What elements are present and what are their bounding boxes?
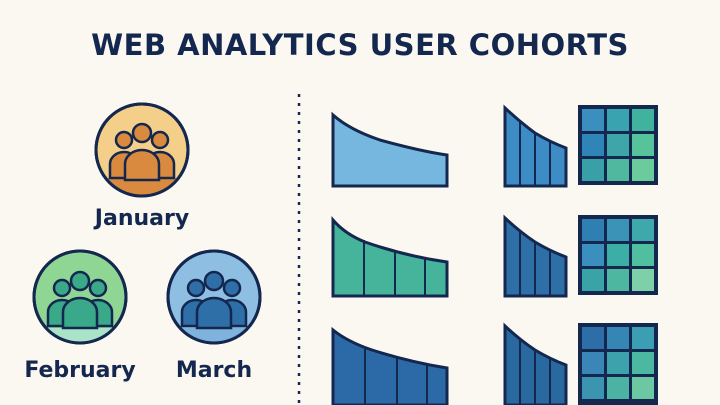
cohort-label-january: January: [94, 206, 190, 231]
february-cohort-icon: [32, 249, 128, 345]
retention-curve-row-1: [331, 111, 449, 188]
page-title: WEB ANALYTICS USER COHORTS: [91, 28, 629, 62]
retention-bars-row-1: [503, 104, 568, 188]
retention-bars-row-3: [503, 322, 568, 405]
cohort-label-february: February: [24, 358, 136, 383]
retention-curve-row-3: [331, 326, 449, 405]
cohort-label-march: March: [175, 358, 253, 383]
cohort-grid-row-3: [578, 323, 658, 405]
january-cohort-icon: [94, 102, 190, 198]
march-cohort-icon: [166, 249, 262, 345]
retention-bars-row-2: [503, 214, 568, 298]
cohort-grid-row-1: [578, 105, 658, 185]
retention-curve-row-2: [331, 215, 449, 298]
cohort-grid-row-2: [578, 215, 658, 295]
